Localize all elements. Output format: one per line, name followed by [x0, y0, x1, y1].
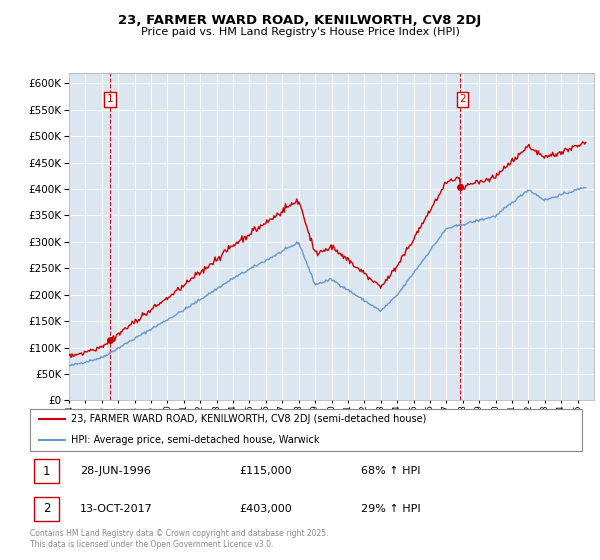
Text: 29% ↑ HPI: 29% ↑ HPI: [361, 504, 421, 514]
Text: Price paid vs. HM Land Registry's House Price Index (HPI): Price paid vs. HM Land Registry's House …: [140, 27, 460, 37]
Text: Contains HM Land Registry data © Crown copyright and database right 2025.
This d: Contains HM Land Registry data © Crown c…: [30, 529, 329, 549]
Text: £115,000: £115,000: [240, 466, 292, 476]
Text: 28-JUN-1996: 28-JUN-1996: [80, 466, 151, 476]
Text: 13-OCT-2017: 13-OCT-2017: [80, 504, 152, 514]
Text: 1: 1: [43, 465, 50, 478]
Text: 23, FARMER WARD ROAD, KENILWORTH, CV8 2DJ (semi-detached house): 23, FARMER WARD ROAD, KENILWORTH, CV8 2D…: [71, 414, 427, 424]
Bar: [34, 497, 59, 521]
Text: 68% ↑ HPI: 68% ↑ HPI: [361, 466, 421, 476]
Text: 1: 1: [107, 94, 113, 104]
Bar: [34, 459, 59, 483]
Text: 2: 2: [459, 94, 466, 104]
Text: HPI: Average price, semi-detached house, Warwick: HPI: Average price, semi-detached house,…: [71, 435, 320, 445]
Text: 2: 2: [43, 502, 50, 515]
Text: £403,000: £403,000: [240, 504, 293, 514]
Text: 23, FARMER WARD ROAD, KENILWORTH, CV8 2DJ: 23, FARMER WARD ROAD, KENILWORTH, CV8 2D…: [118, 14, 482, 27]
